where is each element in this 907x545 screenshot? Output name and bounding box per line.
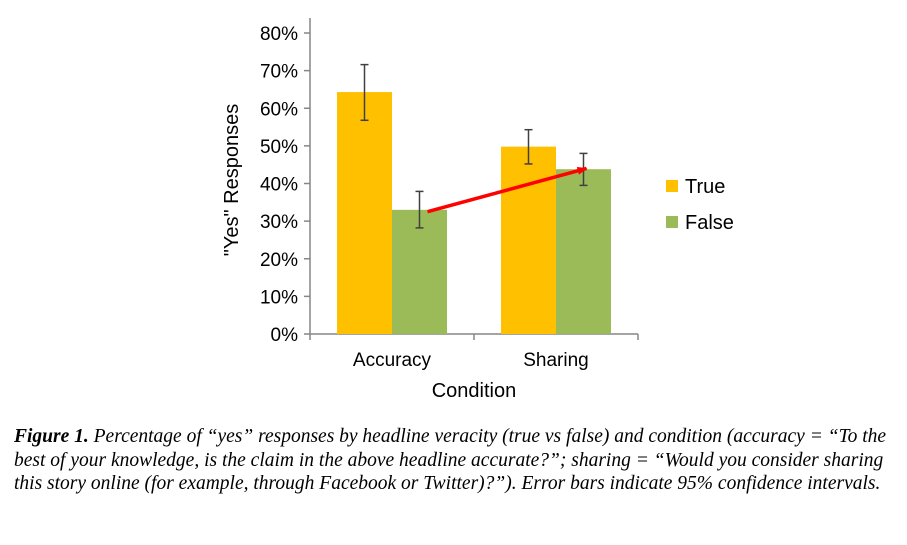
y-tick-labels: 0% 10% 20% 30% 40% 50% 60% 70% 80%: [260, 24, 310, 346]
x-tick-labels: Accuracy Sharing: [353, 350, 589, 371]
caption-text: Percentage of “yes” responses by headlin…: [14, 426, 887, 494]
legend-swatch-true: [666, 180, 678, 192]
legend-label-false: False: [685, 212, 734, 234]
bars: [337, 92, 611, 334]
figure-label: Figure 1.: [14, 426, 89, 447]
y-tick-label: 0%: [271, 325, 299, 346]
y-tick-label: 80%: [260, 24, 298, 45]
y-tick-label: 70%: [260, 62, 298, 83]
figure-caption: Figure 1. Percentage of “yes” responses …: [14, 425, 894, 496]
y-tick-label: 40%: [260, 175, 298, 196]
bar-sharing-false: [556, 169, 611, 334]
legend-label-true: True: [685, 176, 725, 198]
x-tick-label: Sharing: [523, 350, 589, 371]
x-tick-label: Accuracy: [353, 350, 432, 371]
bar-sharing-true: [501, 146, 556, 334]
bar-accuracy-false: [392, 209, 447, 334]
x-axis-title: Condition: [432, 380, 517, 402]
bar-chart: 0% 10% 20% 30% 40% 50% 60% 70% 80% Accuracy Shari…: [221, 18, 734, 402]
y-tick-label: 20%: [260, 250, 298, 271]
annotation-arrow: [427, 166, 588, 214]
y-axis-title: "Yes" Responses: [221, 104, 243, 256]
legend-swatch-false: [666, 216, 678, 228]
y-tick-label: 30%: [260, 212, 298, 233]
legend: True False: [666, 176, 734, 234]
bar-accuracy-true: [337, 92, 392, 334]
y-tick-label: 50%: [260, 137, 298, 158]
y-tick-label: 10%: [260, 287, 298, 308]
y-tick-label: 60%: [260, 99, 298, 120]
